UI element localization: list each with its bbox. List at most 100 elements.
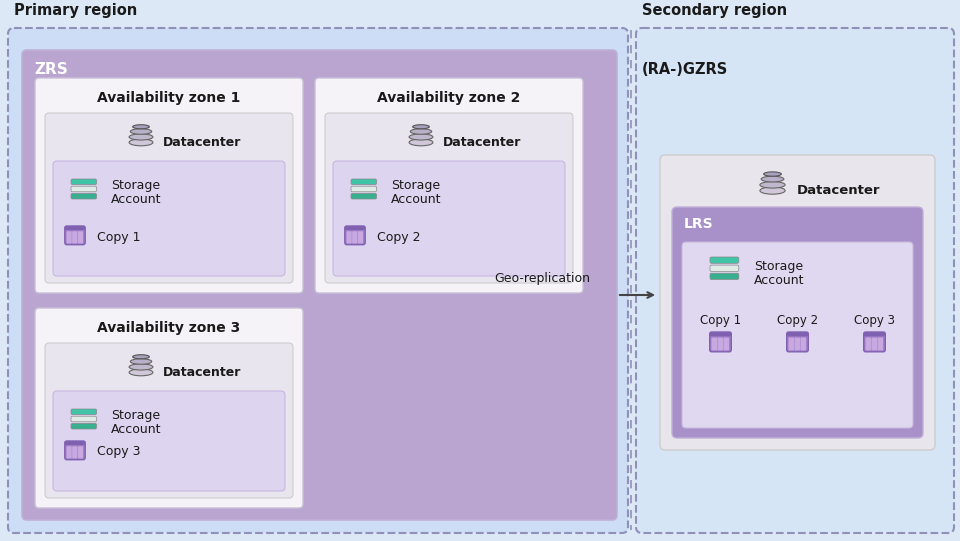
FancyBboxPatch shape	[35, 78, 303, 293]
FancyBboxPatch shape	[325, 113, 573, 283]
FancyBboxPatch shape	[72, 231, 78, 243]
Ellipse shape	[761, 176, 783, 182]
Text: ZRS: ZRS	[34, 62, 68, 77]
Ellipse shape	[763, 172, 781, 176]
FancyBboxPatch shape	[786, 332, 808, 337]
Text: Copy 3: Copy 3	[97, 445, 140, 459]
Text: Primary region: Primary region	[14, 3, 137, 18]
FancyBboxPatch shape	[345, 226, 365, 230]
Text: Secondary region: Secondary region	[642, 3, 787, 18]
Text: LRS: LRS	[684, 217, 713, 231]
Text: Geo-replication: Geo-replication	[494, 272, 590, 285]
Text: Datacenter: Datacenter	[443, 135, 521, 148]
FancyBboxPatch shape	[351, 193, 376, 199]
FancyBboxPatch shape	[35, 308, 303, 508]
FancyBboxPatch shape	[64, 226, 85, 230]
Text: Storage: Storage	[754, 260, 804, 273]
FancyBboxPatch shape	[786, 332, 808, 352]
FancyBboxPatch shape	[71, 179, 97, 184]
Text: Copy 1: Copy 1	[97, 230, 140, 243]
FancyBboxPatch shape	[22, 50, 617, 520]
FancyBboxPatch shape	[717, 338, 723, 351]
FancyBboxPatch shape	[64, 441, 85, 445]
FancyBboxPatch shape	[45, 113, 293, 283]
Text: Datacenter: Datacenter	[163, 135, 241, 148]
FancyBboxPatch shape	[78, 231, 83, 243]
FancyBboxPatch shape	[45, 343, 293, 498]
Text: Account: Account	[754, 274, 804, 287]
FancyBboxPatch shape	[724, 338, 729, 351]
FancyBboxPatch shape	[709, 332, 732, 337]
FancyBboxPatch shape	[66, 231, 72, 243]
FancyBboxPatch shape	[660, 155, 935, 450]
Ellipse shape	[131, 359, 152, 364]
FancyBboxPatch shape	[53, 161, 285, 276]
FancyBboxPatch shape	[347, 231, 351, 243]
FancyBboxPatch shape	[351, 186, 376, 192]
Ellipse shape	[129, 364, 153, 370]
FancyBboxPatch shape	[710, 265, 739, 272]
Text: Copy 3: Copy 3	[854, 314, 895, 327]
FancyBboxPatch shape	[71, 409, 97, 414]
FancyBboxPatch shape	[710, 257, 739, 263]
Ellipse shape	[413, 125, 429, 129]
FancyBboxPatch shape	[72, 446, 78, 458]
Text: (RA-)GZRS: (RA-)GZRS	[642, 62, 729, 77]
FancyBboxPatch shape	[351, 179, 376, 184]
Ellipse shape	[760, 187, 785, 194]
Ellipse shape	[129, 369, 153, 376]
FancyBboxPatch shape	[636, 28, 954, 533]
FancyBboxPatch shape	[709, 332, 732, 352]
Text: Copy 1: Copy 1	[700, 314, 741, 327]
FancyBboxPatch shape	[333, 161, 565, 276]
FancyBboxPatch shape	[795, 338, 800, 351]
Text: Copy 2: Copy 2	[377, 230, 420, 243]
Ellipse shape	[409, 139, 433, 146]
Text: Datacenter: Datacenter	[163, 366, 241, 379]
FancyBboxPatch shape	[71, 186, 97, 192]
FancyBboxPatch shape	[66, 446, 72, 458]
Ellipse shape	[409, 134, 433, 140]
FancyBboxPatch shape	[682, 242, 913, 428]
Ellipse shape	[760, 182, 785, 188]
FancyBboxPatch shape	[864, 332, 885, 337]
Text: Availability zone 1: Availability zone 1	[97, 91, 241, 105]
FancyBboxPatch shape	[866, 338, 871, 351]
FancyBboxPatch shape	[315, 78, 583, 293]
Ellipse shape	[129, 139, 153, 146]
Ellipse shape	[410, 129, 432, 134]
FancyBboxPatch shape	[71, 416, 97, 422]
FancyBboxPatch shape	[801, 338, 806, 351]
FancyBboxPatch shape	[872, 338, 877, 351]
FancyBboxPatch shape	[64, 226, 85, 245]
Text: Storage: Storage	[111, 409, 160, 422]
Text: Copy 2: Copy 2	[777, 314, 818, 327]
FancyBboxPatch shape	[877, 338, 883, 351]
Ellipse shape	[129, 134, 153, 140]
Text: Availability zone 2: Availability zone 2	[377, 91, 520, 105]
FancyBboxPatch shape	[358, 231, 363, 243]
Text: Account: Account	[111, 193, 161, 206]
Text: Datacenter: Datacenter	[797, 184, 880, 197]
FancyBboxPatch shape	[71, 193, 97, 199]
FancyBboxPatch shape	[78, 446, 83, 458]
Text: Storage: Storage	[391, 179, 440, 192]
Text: Availability zone 3: Availability zone 3	[97, 321, 241, 335]
Text: Storage: Storage	[111, 179, 160, 192]
FancyBboxPatch shape	[710, 273, 739, 280]
FancyBboxPatch shape	[8, 28, 628, 533]
FancyBboxPatch shape	[672, 207, 923, 438]
Text: Account: Account	[391, 193, 442, 206]
FancyBboxPatch shape	[64, 441, 85, 460]
Ellipse shape	[132, 355, 150, 359]
Ellipse shape	[131, 129, 152, 134]
FancyBboxPatch shape	[788, 338, 794, 351]
FancyBboxPatch shape	[711, 338, 717, 351]
FancyBboxPatch shape	[352, 231, 357, 243]
FancyBboxPatch shape	[53, 391, 285, 491]
Ellipse shape	[132, 125, 150, 129]
Text: Account: Account	[111, 423, 161, 436]
FancyBboxPatch shape	[864, 332, 885, 352]
FancyBboxPatch shape	[345, 226, 365, 245]
FancyBboxPatch shape	[71, 424, 97, 429]
